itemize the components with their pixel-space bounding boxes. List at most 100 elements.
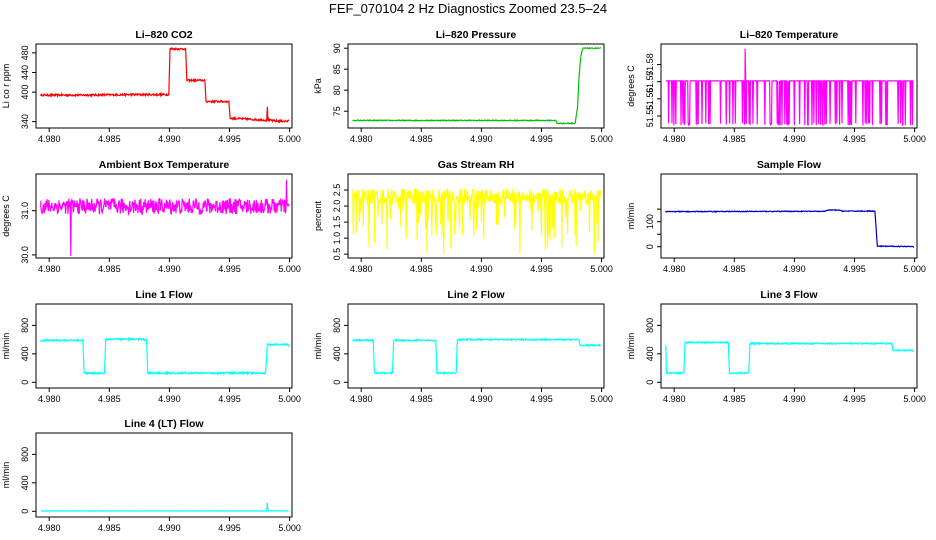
x-tick-label: 4.995 (218, 134, 241, 144)
y-tick-label: 90 (332, 43, 342, 53)
chart-panel-4: Ambient Box Temperature degrees C 4.980 4.9… (1, 159, 301, 274)
x-tick-label: 4.990 (470, 264, 493, 274)
chart-panel-9: Line 3 Flow ml/min 4.980 4.985 4.990 4.995 5.0… (626, 289, 926, 404)
chart-panel-2: Li–820 Pressure kPa 4.980 4.985 4.990 4.995 5.… (313, 29, 613, 144)
y-tick-label: 0 (20, 380, 30, 385)
x-tick-label: 4.995 (843, 264, 866, 274)
x-tick-label: 4.990 (783, 394, 806, 404)
y-axis-label: Li co r ppm (1, 64, 11, 109)
chart-panel-7: Line 1 Flow ml/min 4.980 4.985 4.990 4.995 5.0… (1, 289, 301, 404)
y-tick-label: 480 (20, 45, 30, 60)
plot-frame (35, 43, 293, 129)
y-tick-label: 0.5 (332, 248, 342, 261)
x-tick-label: 4.990 (783, 264, 806, 274)
x-tick-label: 4.980 (663, 394, 686, 404)
chart-panel-3: Li–820 Temperature degrees C 4.980 4.985 4.9… (626, 29, 926, 144)
y-tick-label: 31.0 (20, 202, 30, 220)
x-tick-label: 4.980 (38, 394, 61, 404)
y-axis-label: degrees C (626, 65, 636, 107)
x-tick-label: 4.995 (530, 264, 553, 274)
x-tick-label: 4.980 (350, 394, 373, 404)
plot-frame (35, 173, 293, 259)
x-tick-label: 4.995 (218, 394, 241, 404)
plot-frame (660, 303, 918, 389)
x-tick-label: 4.990 (158, 394, 181, 404)
x-tick-label: 5.000 (278, 134, 301, 144)
x-tick-label: 4.985 (410, 134, 433, 144)
y-tick-label: 400 (332, 346, 342, 361)
figure-title: FEF_070104 2 Hz Diagnostics Zoomed 23.5–… (328, 1, 608, 16)
plot-frame (347, 43, 605, 129)
x-tick-label: 5.000 (903, 134, 926, 144)
panel-title: Sample Flow (757, 159, 822, 171)
y-tick-label: 0 (645, 380, 655, 385)
panel-title: Line 2 Flow (447, 289, 505, 301)
y-tick-label: 2.5 (332, 184, 342, 197)
chart-panel-10: Line 4 (LT) Flow ml/min 4.980 4.985 4.990 4.9… (1, 418, 301, 533)
y-tick-label: 0 (645, 244, 655, 249)
x-tick-label: 4.985 (98, 523, 121, 533)
plot-frame (660, 173, 918, 259)
series-line-temperature (665, 48, 914, 127)
x-tick-label: 4.985 (98, 394, 121, 404)
series-line-line1_flow (40, 336, 289, 376)
x-tick-label: 4.980 (38, 134, 61, 144)
x-tick-label: 5.000 (903, 394, 926, 404)
y-tick-label: 400 (20, 346, 30, 361)
panel-title: Line 1 Flow (135, 289, 193, 301)
x-tick-label: 4.980 (663, 264, 686, 274)
chart-panel-8: Line 2 Flow ml/min 4.980 4.985 4.990 4.995 5.0… (313, 289, 613, 404)
y-tick-label: 0 (20, 509, 30, 514)
y-axis-label: ml/min (313, 333, 323, 360)
plot-frame (35, 432, 293, 518)
plot-frame (35, 303, 293, 389)
y-tick-label: 800 (332, 318, 342, 333)
series-line-line4_flow (40, 502, 289, 512)
y-axis-label: kPa (313, 78, 323, 94)
y-tick-label: 0 (332, 380, 342, 385)
x-tick-label: 4.995 (530, 394, 553, 404)
panel-title: Line 4 (LT) Flow (124, 418, 204, 430)
x-tick-label: 4.985 (98, 134, 121, 144)
y-axis-label: percent (313, 200, 323, 231)
y-tick-label: 80 (332, 85, 342, 95)
series-line-line2_flow (352, 337, 601, 376)
y-axis-label: ml/min (1, 333, 11, 360)
chart-panel-5: Gas Stream RH percent 4.980 4.985 4.990 4.995… (313, 159, 613, 274)
x-tick-label: 4.995 (218, 264, 241, 274)
y-tick-label: 1.5 (332, 216, 342, 229)
y-tick-label: 2.0 (332, 200, 342, 213)
x-tick-label: 4.990 (470, 134, 493, 144)
series-line-line3_flow (665, 340, 914, 375)
x-tick-label: 4.995 (843, 134, 866, 144)
chart-panel-1: Li–820 CO2 Li co r ppm 4.980 4.985 4.990 4.99… (1, 29, 301, 144)
y-axis-label: ml/min (626, 203, 636, 230)
plot-frame (347, 303, 605, 389)
y-axis-label: ml/min (626, 333, 636, 360)
x-tick-label: 4.980 (38, 264, 61, 274)
series-line-co2 (40, 46, 289, 124)
plot-frame (660, 43, 918, 129)
x-tick-label: 4.985 (98, 264, 121, 274)
x-tick-label: 4.990 (158, 264, 181, 274)
x-tick-label: 4.980 (350, 134, 373, 144)
y-axis-label: degrees C (1, 195, 11, 237)
x-tick-label: 4.985 (410, 394, 433, 404)
series-line-box_temp (40, 179, 289, 256)
x-tick-label: 4.995 (218, 523, 241, 533)
plot-frame (347, 173, 605, 259)
x-tick-label: 4.990 (783, 134, 806, 144)
y-tick-label: 400 (645, 346, 655, 361)
y-tick-label: 51.57 (645, 70, 655, 93)
x-tick-label: 5.000 (278, 523, 301, 533)
y-tick-label: 51.56 (645, 88, 655, 111)
panel-title: Ambient Box Temperature (99, 159, 230, 171)
y-tick-label: 51.58 (645, 53, 655, 76)
x-tick-label: 4.990 (158, 134, 181, 144)
x-tick-label: 5.000 (590, 394, 613, 404)
x-tick-label: 4.980 (38, 523, 61, 533)
y-tick-label: 30.0 (20, 246, 30, 264)
x-tick-label: 4.980 (350, 264, 373, 274)
x-tick-label: 4.980 (663, 134, 686, 144)
